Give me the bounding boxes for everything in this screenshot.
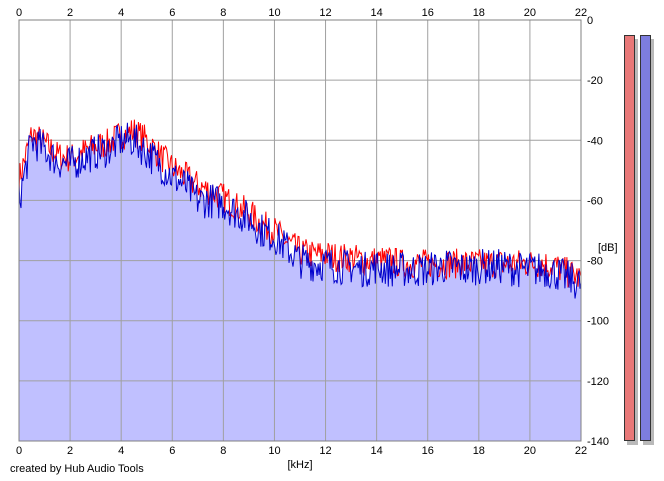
- right-channel-meter-fill: [641, 48, 650, 440]
- series-line-blue: [18, 122, 582, 299]
- y-tick-label: 0: [587, 15, 593, 27]
- x-tick-label-top: 22: [575, 7, 587, 19]
- x-tick-label-bottom: 0: [16, 445, 22, 457]
- x-tick-label-top: 2: [67, 7, 73, 19]
- x-tick-label-bottom: 2: [67, 445, 73, 457]
- x-tick-label-top: 20: [524, 7, 536, 19]
- x-tick-label-bottom: 14: [371, 445, 383, 457]
- credit-text: created by Hub Audio Tools: [10, 463, 144, 475]
- left-channel-meter-fill: [625, 48, 634, 440]
- y-axis-label: [dB]: [598, 242, 618, 254]
- x-tick-label-bottom: 16: [422, 445, 434, 457]
- y-tick-label: -20: [587, 75, 603, 87]
- x-tick-label-top: 0: [16, 7, 22, 19]
- x-axis-label: [kHz]: [287, 459, 312, 471]
- x-tick-label-top: 16: [422, 7, 434, 19]
- y-tick-label: -40: [587, 135, 603, 147]
- x-tick-label-bottom: 10: [268, 445, 280, 457]
- x-tick-label-bottom: 8: [220, 445, 226, 457]
- x-tick-label-top: 8: [220, 7, 226, 19]
- y-tick-label: -100: [587, 316, 609, 328]
- x-tick-label-top: 6: [169, 7, 175, 19]
- x-tick-label-top: 12: [319, 7, 331, 19]
- right-channel-meter: [640, 35, 651, 441]
- y-tick-label: -140: [587, 436, 609, 448]
- x-tick-label-bottom: 20: [524, 445, 536, 457]
- left-channel-meter: [624, 35, 635, 441]
- x-tick-label-bottom: 6: [169, 445, 175, 457]
- x-tick-label-bottom: 22: [575, 445, 587, 457]
- x-tick-label-top: 4: [118, 7, 124, 19]
- x-tick-label-bottom: 18: [473, 445, 485, 457]
- x-tick-label-top: 14: [371, 7, 383, 19]
- spectrum-area-fill: [19, 122, 581, 442]
- plot-frame: [18, 19, 582, 442]
- y-tick-label: -60: [587, 195, 603, 207]
- x-tick-label-top: 10: [268, 7, 280, 19]
- x-tick-label-top: 18: [473, 7, 485, 19]
- x-tick-label-bottom: 12: [319, 445, 331, 457]
- y-tick-label: -80: [587, 256, 603, 268]
- y-tick-label: -120: [587, 376, 609, 388]
- x-tick-label-bottom: 4: [118, 445, 124, 457]
